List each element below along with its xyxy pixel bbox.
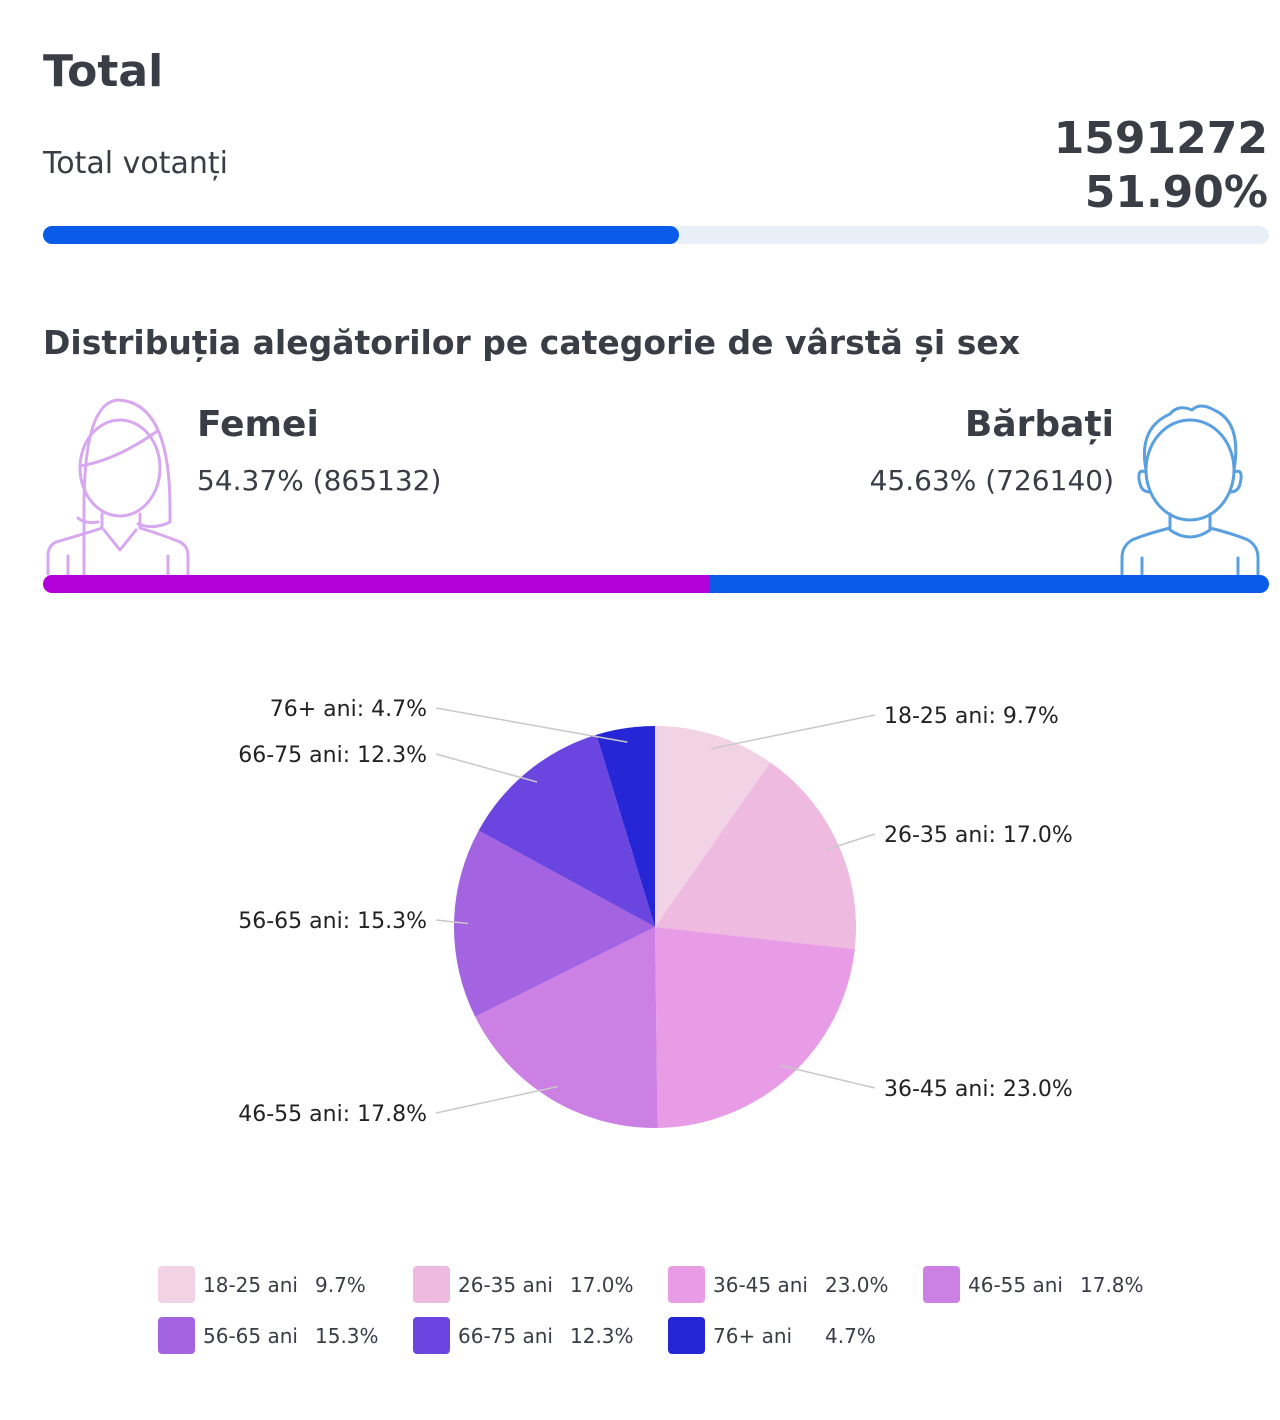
men-label: Bărbați [964,404,1114,445]
legend-value: 23.0% [825,1272,889,1297]
legend-item[interactable]: 26-35 ani 17.0% [413,1266,668,1303]
legend-value: 17.8% [1080,1272,1144,1297]
men-share-bar [709,575,1269,593]
page-title: Total [43,46,164,97]
pie-label-leader-line [780,1064,876,1089]
legend-label: 18-25 ani [203,1272,298,1297]
turnout-progress-fill [43,226,680,244]
pie-slice-label: 56-65 ani: 15.3% [238,909,427,934]
legend-swatch [158,1317,195,1354]
legend-item[interactable]: 66-75 ani 12.3% [413,1317,668,1354]
legend-value: 9.7% [315,1272,366,1297]
legend-swatch [668,1266,705,1303]
legend-item[interactable]: 36-45 ani 23.0% [668,1266,923,1303]
men-stat: 45.63% (726140) [869,464,1114,497]
pie-slice-label: 46-55 ani: 17.8% [238,1102,427,1127]
legend-label: 26-35 ani [458,1272,553,1297]
legend-label: 66-75 ani [458,1323,553,1348]
pie-label-leader-line [435,753,538,783]
pie-slice [475,927,658,1128]
legend-label: 76+ ani [713,1323,793,1348]
total-voters-stats: 1591272 51.90% [1054,112,1268,220]
women-stat: 54.37% (865132) [197,464,442,497]
woman-avatar-icon [46,398,190,576]
pie-label-leader-line [435,707,628,743]
age-pie-chart: 18-25 ani: 9.7% 26-35 ani: 17.0% 36-45 ani… [238,697,1073,1128]
legend-swatch [923,1266,960,1303]
legend-label: 36-45 ani [713,1272,808,1297]
pie-slice [596,726,655,927]
pie-slice-label: 26-35 ani: 17.0% [884,823,1073,848]
legend-swatch [158,1266,195,1303]
pie-label-leader-line [711,714,876,750]
pie-slice-label: 36-45 ani: 23.0% [884,1077,1073,1102]
chart-legend: 18-25 ani 9.7% 26-35 ani 17.0% 36-45 ani 23.0… [158,1266,1218,1354]
total-voters-label: Total votanți [43,146,228,181]
legend-label: 46-55 ani [968,1272,1063,1297]
legend-swatch [413,1266,450,1303]
pie-slice [655,927,855,1128]
man-avatar-icon [1120,404,1260,578]
legend-item[interactable]: 76+ ani 4.7% [668,1317,923,1354]
legend-value: 15.3% [315,1323,379,1348]
legend-value: 12.3% [570,1323,634,1348]
legend-value: 17.0% [570,1272,634,1297]
total-voters-percent: 51.90% [1084,167,1268,218]
pie-label-leader-line [825,833,876,851]
legend-value: 4.7% [825,1323,876,1348]
legend-item[interactable]: 46-55 ani 17.8% [923,1266,1178,1303]
pie-slice [655,762,856,950]
turnout-progress-track [43,226,1269,244]
pie-slice [454,830,655,1017]
section-title: Distribuția alegătorilor pe categorie de… [43,323,1020,362]
legend-label: 56-65 ani [203,1323,298,1348]
women-label: Femei [197,404,319,445]
gender-split-bar [43,575,1269,593]
pie-slice-label: 66-75 ani: 12.3% [238,743,427,768]
pie-slice-label: 18-25 ani: 9.7% [884,704,1059,729]
women-share-bar [43,575,710,593]
pie-label-leader-line [435,919,469,925]
legend-item[interactable]: 56-65 ani 15.3% [158,1317,413,1354]
legend-swatch [413,1317,450,1354]
pie-slice [655,726,771,927]
pie-slice [478,734,655,927]
legend-swatch [668,1317,705,1354]
pie-slice-label: 76+ ani: 4.7% [270,697,427,722]
total-voters-count: 1591272 [1053,113,1268,164]
legend-item[interactable]: 18-25 ani 9.7% [158,1266,413,1303]
pie-label-leader-line [435,1085,558,1114]
